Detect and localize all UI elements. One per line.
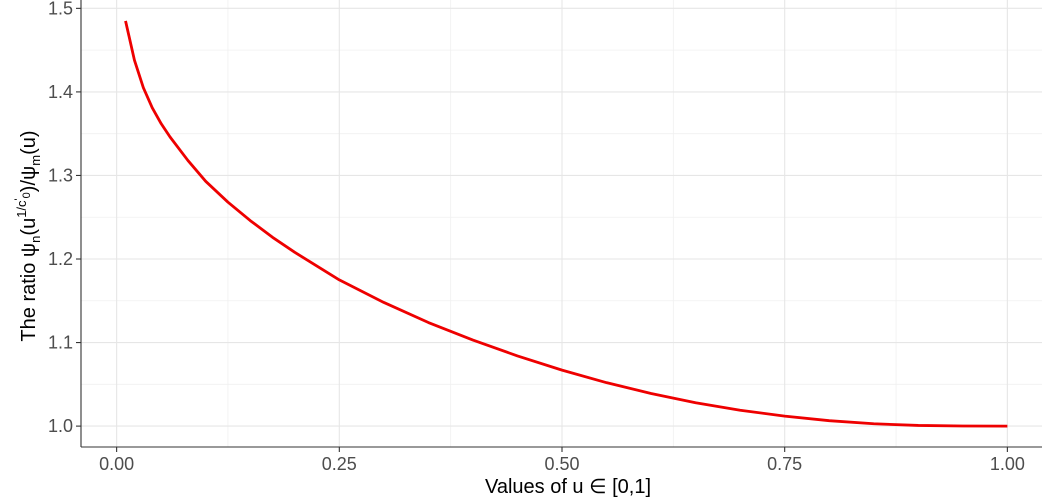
series-layer bbox=[124, 20, 1008, 428]
y-tick-label: 1.0 bbox=[48, 416, 73, 436]
series-line bbox=[124, 20, 1008, 428]
x-axis-ticks: 0.00 0.25 0.50 0.75 1.00 bbox=[99, 447, 1025, 474]
y-axis-title-exponent-sub: 0 bbox=[21, 192, 33, 198]
y-axis-title-sub-n: n bbox=[28, 236, 43, 243]
y-tick-label: 1.4 bbox=[48, 82, 73, 102]
y-axis-title-exponent: 1/c bbox=[14, 200, 29, 218]
y-axis-title-exponent-mark: ' bbox=[13, 198, 25, 200]
y-tick-label: 1.2 bbox=[48, 249, 73, 269]
y-axis-title-sub-m: m bbox=[28, 155, 43, 166]
y-axis-title-tail: (u) bbox=[18, 130, 40, 154]
x-tick-label: 1.00 bbox=[990, 454, 1025, 474]
y-axis-ticks: 1.0 1.1 1.2 1.3 1.4 1.5 bbox=[48, 0, 81, 436]
x-tick-label: 0.00 bbox=[99, 454, 134, 474]
x-axis-title: Values of u ∈ [0,1] bbox=[485, 476, 651, 498]
x-tick-label: 0.75 bbox=[767, 454, 802, 474]
y-axis-title: The ratio ψn(u1/c'0)/ψm(u) bbox=[13, 130, 43, 341]
y-tick-label: 1.5 bbox=[48, 0, 73, 18]
x-tick-label: 0.25 bbox=[322, 454, 357, 474]
y-tick-label: 1.3 bbox=[48, 165, 73, 185]
y-axis-title-base: The ratio ψ bbox=[18, 243, 40, 342]
y-axis-title-open: (u bbox=[18, 218, 40, 236]
y-axis-title-close: )/ψ bbox=[18, 166, 40, 192]
y-tick-label: 1.1 bbox=[48, 333, 73, 353]
major-gridlines bbox=[81, 0, 1042, 447]
x-tick-label: 0.50 bbox=[544, 454, 579, 474]
